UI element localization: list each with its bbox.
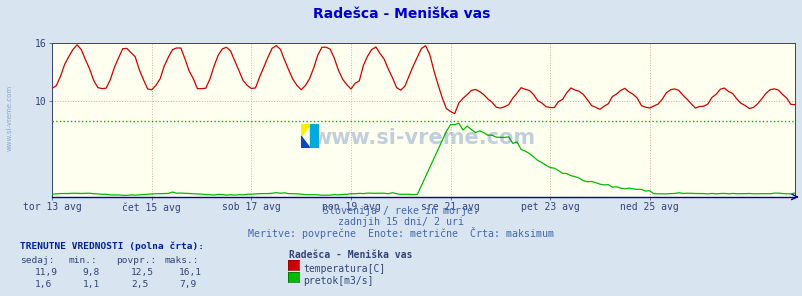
Text: 11,9: 11,9 [34,268,58,277]
Text: 1,1: 1,1 [83,280,99,289]
Text: 16,1: 16,1 [179,268,202,277]
Text: Radešca - Meniška vas: Radešca - Meniška vas [289,250,412,260]
Text: Slovenija / reke in morje.: Slovenija / reke in morje. [323,206,479,216]
Text: Radešca - Meniška vas: Radešca - Meniška vas [313,7,489,21]
Text: TRENUTNE VREDNOSTI (polna črta):: TRENUTNE VREDNOSTI (polna črta): [20,241,204,251]
Text: 2,5: 2,5 [131,280,148,289]
Text: 7,9: 7,9 [179,280,196,289]
Text: 12,5: 12,5 [131,268,154,277]
Text: maks.:: maks.: [164,256,199,265]
Text: sedaj:: sedaj: [20,256,55,265]
Polygon shape [301,136,318,148]
Text: min.:: min.: [68,256,97,265]
Text: pretok[m3/s]: pretok[m3/s] [303,276,374,286]
Text: www.si-vreme.com: www.si-vreme.com [6,85,12,152]
Text: povpr.:: povpr.: [116,256,156,265]
Text: zadnjih 15 dni/ 2 uri: zadnjih 15 dni/ 2 uri [338,217,464,227]
Text: Meritve: povprečne  Enote: metrične  Črta: maksimum: Meritve: povprečne Enote: metrične Črta:… [248,227,554,239]
Polygon shape [310,124,318,148]
Text: 1,6: 1,6 [34,280,51,289]
Text: www.si-vreme.com: www.si-vreme.com [312,128,534,148]
Polygon shape [301,124,310,136]
Text: temperatura[C]: temperatura[C] [303,264,385,274]
Text: 9,8: 9,8 [83,268,99,277]
